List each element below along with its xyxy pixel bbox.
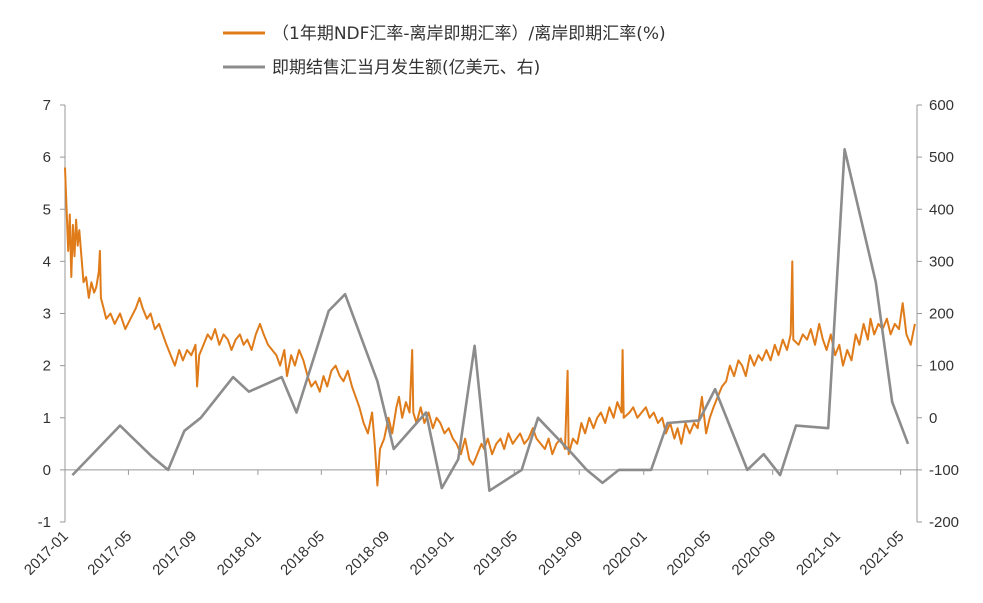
- right-y-tick-label: -100: [929, 462, 959, 479]
- series-layer: [64, 148, 916, 493]
- x-tick-label: 2018-09: [342, 528, 393, 579]
- left-y-tick-label: 3: [43, 306, 51, 323]
- right-y-tick-label: 600: [929, 97, 954, 114]
- x-tick-label: 2020-05: [664, 528, 715, 579]
- x-tick-label: 2017-01: [21, 528, 72, 579]
- left-y-tick-label: 5: [43, 201, 51, 218]
- left-y-tick-label: 0: [43, 462, 51, 479]
- x-tick-label: 2019-09: [535, 528, 586, 579]
- right-y-tick-label: -200: [929, 514, 959, 531]
- right-y-tick-label: 200: [929, 306, 954, 323]
- x-tick-label: 2018-01: [214, 528, 265, 579]
- x-tick-label: 2017-09: [149, 528, 200, 579]
- x-tick-label: 2020-09: [729, 528, 780, 579]
- axes: -1 0 1 2 3 4 5 6 7 -200 -100 0 100 200 300 400 500 600 201…: [21, 97, 959, 579]
- x-tick-label: 2020-01: [600, 528, 651, 579]
- legend-label-fx-settlement: 即期结售汇当月发生额(亿美元、右): [272, 58, 540, 78]
- left-y-tick-label: 1: [43, 410, 51, 427]
- legend-label-ndf-spread: （1年期NDF汇率-离岸即期汇率）/离岸即期汇率(%): [272, 24, 666, 44]
- x-tick-label: 2021-01: [793, 528, 844, 579]
- right-y-tick-label: 500: [929, 149, 954, 166]
- legend: （1年期NDF汇率-离岸即期汇率）/离岸即期汇率(%) 即期结售汇当月发生额(亿…: [223, 24, 666, 78]
- x-tick-label: 2021-05: [856, 528, 907, 579]
- x-tick-label: 2018-05: [277, 528, 328, 579]
- left-y-tick-label: 2: [43, 358, 51, 375]
- right-y-tick-label: 300: [929, 253, 954, 270]
- x-tick-label: 2019-05: [470, 528, 521, 579]
- x-tick-label: 2019-01: [407, 528, 458, 579]
- series-line-ndf-spread: [64, 167, 916, 487]
- left-y-tick-label: 7: [43, 97, 51, 114]
- left-y-tick-label: -1: [38, 514, 51, 531]
- series-line-fx-settlement: [71, 148, 910, 493]
- right-y-tick-label: 400: [929, 201, 954, 218]
- x-tick-label: 2017-05: [84, 528, 135, 579]
- right-y-tick-label: 100: [929, 358, 954, 375]
- left-y-tick-label: 6: [43, 149, 51, 166]
- left-y-tick-label: 4: [43, 253, 51, 270]
- right-y-tick-label: 0: [929, 410, 937, 427]
